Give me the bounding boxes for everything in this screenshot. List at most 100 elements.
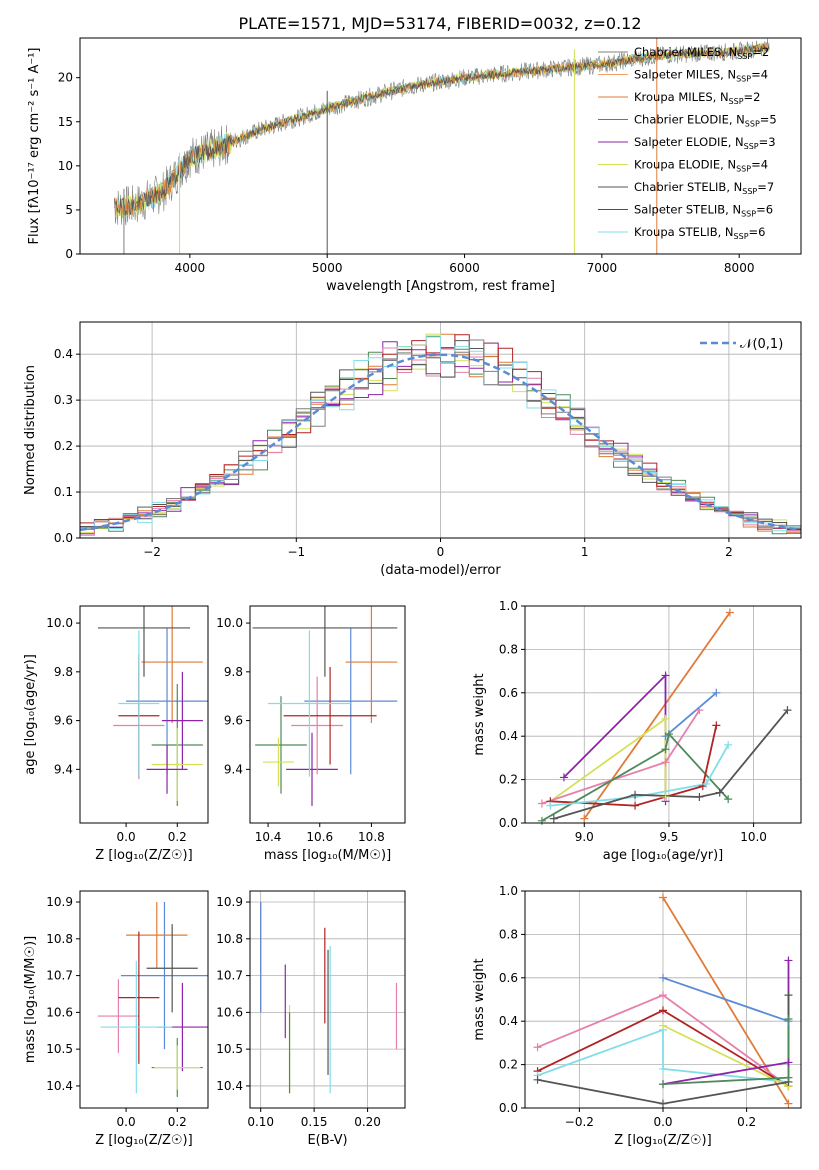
x-tick-label: 0.2 — [737, 1115, 756, 1129]
legend-value: =4 — [751, 68, 768, 82]
panel-spectrum: 4000 5000 6000 7000 8000 0 5 10 15 20 wavelength [… — [27, 37, 802, 294]
weight-point-marker — [559, 773, 568, 782]
legend-label: 𝒩(0,1) — [740, 337, 783, 352]
legend-value: =2 — [752, 45, 769, 59]
y-tick-label: 0.3 — [54, 393, 73, 407]
panel-mass_vs_Z: 0.0 0.2 10.4 10.5 10.6 10.7 10.8 10.9 Z [log₁₀(Z… — [23, 890, 209, 1148]
subscript: SSP — [736, 75, 751, 84]
legend-value: =6 — [756, 203, 773, 217]
subscript: SSP — [737, 52, 752, 61]
weight-point-marker — [784, 1073, 793, 1082]
weight-point-marker — [659, 991, 667, 1000]
legend-value: =7 — [757, 180, 774, 194]
weight-point-marker — [661, 745, 670, 754]
y-tick-label: 0.6 — [499, 686, 518, 700]
weight-series-line — [662, 897, 790, 1105]
histogram-step — [80, 340, 801, 529]
x-axis-label: mass [log₁₀(M/M☉)] — [264, 848, 391, 863]
x-tick-label: −1 — [287, 545, 305, 559]
subscript: SSP — [742, 187, 757, 196]
legend-label: Chabrier MILES, NSSP=2 — [634, 45, 769, 61]
panel-mass_vs_ebv: 0.10 0.15 0.20 10.4 10.5 10.6 10.7 10.8 10.9 E(B-… — [216, 890, 406, 1148]
weight-point-marker — [537, 816, 546, 825]
weight-point-marker — [725, 608, 734, 617]
figure-title: PLATE=1571, MJD=53174, FIBERID=0032, z=0… — [238, 14, 641, 33]
x-tick-label: −0.2 — [565, 1115, 594, 1129]
axes-frame — [79, 37, 802, 255]
axes-frame — [79, 321, 802, 539]
y-tick-label: 9.6 — [54, 714, 73, 728]
axes-frame — [79, 890, 209, 1109]
weight-point-marker — [724, 795, 733, 804]
plot-area — [250, 891, 405, 1108]
legend-value: =6 — [749, 225, 766, 239]
y-tick-label: 20 — [58, 71, 73, 85]
weight-point-marker — [533, 1075, 542, 1084]
weight-point-marker — [784, 956, 793, 965]
x-axis-label: Z [log₁₀(Z/Z☉)] — [95, 848, 192, 863]
x-tick-label: 10.6 — [306, 830, 333, 844]
panel-age_vs_mass: 10.4 10.6 10.8 9.4 9.6 9.8 10.0 mass [log₁₀(M/M… — [216, 605, 406, 863]
weight-point-marker — [580, 814, 589, 823]
x-tick-label: 6000 — [449, 261, 480, 275]
weight-point-marker — [784, 1058, 793, 1067]
y-tick-label: 0.6 — [499, 971, 518, 985]
y-axis-label: mass [log₁₀(M/M☉)] — [23, 936, 38, 1063]
weight-series-line — [537, 1028, 789, 1083]
y-tick-label: 0.8 — [499, 642, 518, 656]
x-tick-label: 0.2 — [168, 830, 187, 844]
weight-point-marker — [695, 792, 704, 801]
weight-point-marker — [664, 730, 673, 739]
weight-series-line — [563, 673, 667, 802]
x-tick-label: 0.0 — [117, 830, 136, 844]
weight-point-marker — [659, 1006, 667, 1015]
y-tick-label: 10.7 — [46, 969, 73, 983]
plot-area — [525, 606, 801, 823]
y-tick-label: 9.8 — [224, 665, 243, 679]
weight-series-line — [664, 692, 717, 737]
panel-residuals: −2 −1 0 1 2 0.0 0.1 0.2 0.3 0.4 (data-model)/error… — [23, 321, 802, 578]
subscript: SSP — [744, 142, 759, 151]
y-tick-label: 0.1 — [54, 485, 73, 499]
legend-label: Kroupa STELIB, NSSP=6 — [634, 225, 765, 241]
y-axis-label: mass weight — [472, 673, 487, 755]
y-tick-label: 0.4 — [54, 347, 73, 361]
weight-point-marker — [712, 688, 721, 697]
plot-area — [80, 322, 801, 538]
weight-point-marker — [546, 801, 555, 810]
panel-weight_vs_Z: −0.2 0.0 0.2 0.0 0.2 0.4 0.6 0.8 1.0 Z [log₁₀(Z/Z… — [472, 884, 802, 1148]
weight-point-marker — [659, 1021, 667, 1030]
y-tick-label: 9.4 — [224, 762, 243, 776]
weight-series-line — [662, 1024, 789, 1088]
y-tick-label: 0.2 — [499, 773, 518, 787]
legend-label: Kroupa ELODIE, NSSP=4 — [634, 158, 768, 174]
y-tick-label: 10.0 — [216, 616, 243, 630]
y-tick-label: 10.4 — [216, 1079, 243, 1093]
weight-point-marker — [702, 779, 711, 788]
y-tick-label: 0.0 — [54, 531, 73, 545]
x-tick-label: 0.2 — [168, 1115, 187, 1129]
x-tick-label: 0 — [437, 545, 445, 559]
plot-area — [252, 606, 398, 806]
y-tick-label: 0.0 — [499, 1101, 518, 1115]
x-tick-label: 5000 — [312, 261, 343, 275]
x-tick-label: 10.8 — [358, 830, 385, 844]
legend-value: =3 — [759, 135, 776, 149]
weight-point-marker — [549, 814, 558, 823]
normal-curve — [80, 353, 801, 532]
y-tick-label: 1.0 — [499, 599, 518, 613]
y-tick-label: 10.9 — [46, 895, 73, 909]
x-tick-label: 1 — [581, 545, 589, 559]
weight-point-marker — [661, 792, 670, 801]
y-tick-label: 10.8 — [46, 932, 73, 946]
weight-point-marker — [712, 721, 721, 730]
legend-label: Salpeter STELIB, NSSP=6 — [634, 203, 773, 219]
axes-frame — [249, 890, 406, 1109]
y-axis-label: Normed distribution — [23, 365, 38, 495]
weight-point-marker — [783, 706, 792, 715]
x-tick-label: −2 — [143, 545, 161, 559]
legend-label: Salpeter MILES, NSSP=4 — [634, 68, 768, 84]
histogram-step — [80, 339, 801, 530]
y-tick-label: 10.9 — [216, 895, 243, 909]
